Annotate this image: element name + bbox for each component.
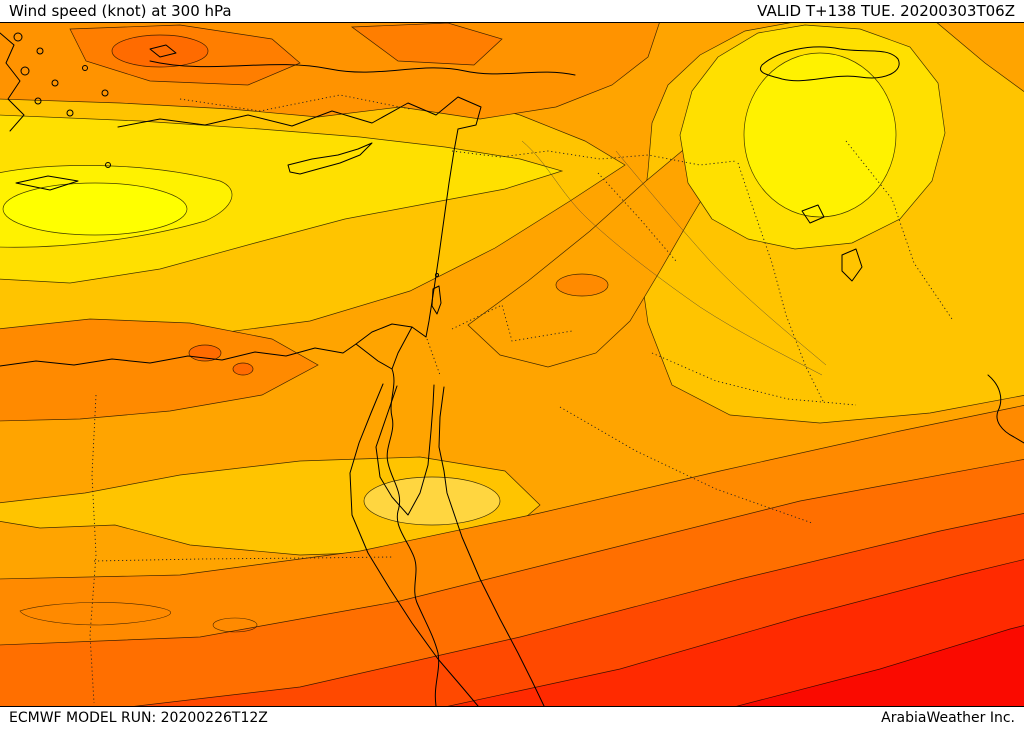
island-aegean-7 bbox=[82, 65, 88, 71]
valid-time-label: VALID T+138 TUE. 20200303T06Z bbox=[757, 2, 1015, 20]
border-saudi-interior bbox=[559, 406, 813, 524]
band-deep-spot-1 bbox=[188, 344, 222, 362]
island-aegean-8 bbox=[101, 89, 109, 97]
euphrates-river bbox=[521, 140, 823, 376]
contour-fills bbox=[0, 23, 1024, 706]
contour-wiggle-southwest bbox=[19, 602, 171, 626]
coastline-persian-gulf bbox=[987, 374, 1024, 444]
credit-label: ArabiaWeather Inc. bbox=[881, 710, 1015, 726]
wind-speed-map bbox=[0, 23, 1024, 706]
band-dark-spot-center bbox=[555, 273, 609, 297]
contour-wiggle-small bbox=[212, 617, 258, 633]
coastline-aegean bbox=[0, 32, 25, 132]
island-aegean-3 bbox=[20, 66, 30, 76]
island-crete bbox=[15, 175, 79, 191]
model-run-label: ECMWF MODEL RUN: 20200226T12Z bbox=[9, 710, 268, 726]
lake-van bbox=[801, 204, 825, 224]
coastline-red-sea-west bbox=[349, 383, 479, 706]
nile-delta bbox=[355, 326, 413, 370]
border-syria-iraq bbox=[597, 172, 677, 262]
coastline-black-sea bbox=[149, 60, 576, 76]
borders bbox=[89, 94, 953, 704]
island-aegean-2 bbox=[36, 47, 44, 55]
band-deep-spot-2 bbox=[232, 362, 254, 376]
island-cyprus bbox=[287, 142, 373, 175]
sea-of-galilee bbox=[435, 273, 439, 277]
map-area bbox=[0, 22, 1024, 707]
island-rhodes bbox=[105, 162, 111, 168]
coastline-caspian bbox=[760, 46, 900, 82]
coastlines bbox=[0, 32, 1024, 706]
border-turkey-syria bbox=[451, 150, 737, 166]
band-dark-orange-midwest bbox=[0, 318, 319, 422]
coastline-marmara bbox=[149, 44, 177, 58]
band-yellow-west bbox=[0, 114, 564, 284]
footer-bar: ECMWF MODEL RUN: 20200226T12Z ArabiaWeat… bbox=[0, 707, 1024, 729]
coastline-sinai bbox=[375, 384, 435, 516]
island-aegean-5 bbox=[34, 97, 42, 105]
band-yellow-bright-east bbox=[743, 52, 897, 218]
tigris-river bbox=[615, 150, 827, 366]
nile-river bbox=[386, 368, 440, 706]
band-deep-orange-top-spot bbox=[111, 34, 209, 68]
border-iraq-iran bbox=[737, 162, 825, 404]
island-aegean-1 bbox=[13, 32, 23, 42]
band-yellow-core-west bbox=[2, 182, 188, 236]
band-deep-red-corner bbox=[736, 625, 1024, 706]
band-orange-ne-corner bbox=[936, 23, 1024, 92]
header-bar: Wind speed (knot) at 300 hPa VALID T+138… bbox=[0, 0, 1024, 22]
map-title: Wind speed (knot) at 300 hPa bbox=[9, 2, 232, 20]
border-iran-interior bbox=[845, 140, 953, 320]
border-anatolia-interior bbox=[179, 94, 411, 112]
band-dark-orange-top-center bbox=[350, 23, 503, 66]
border-egypt-libya bbox=[89, 394, 97, 704]
coastline-arabia-west bbox=[438, 386, 545, 706]
dead-sea bbox=[431, 285, 442, 315]
lake-urmia bbox=[841, 248, 863, 282]
island-aegean-4 bbox=[51, 79, 59, 87]
border-egypt-sudan bbox=[93, 556, 393, 562]
island-aegean-6 bbox=[66, 109, 74, 117]
